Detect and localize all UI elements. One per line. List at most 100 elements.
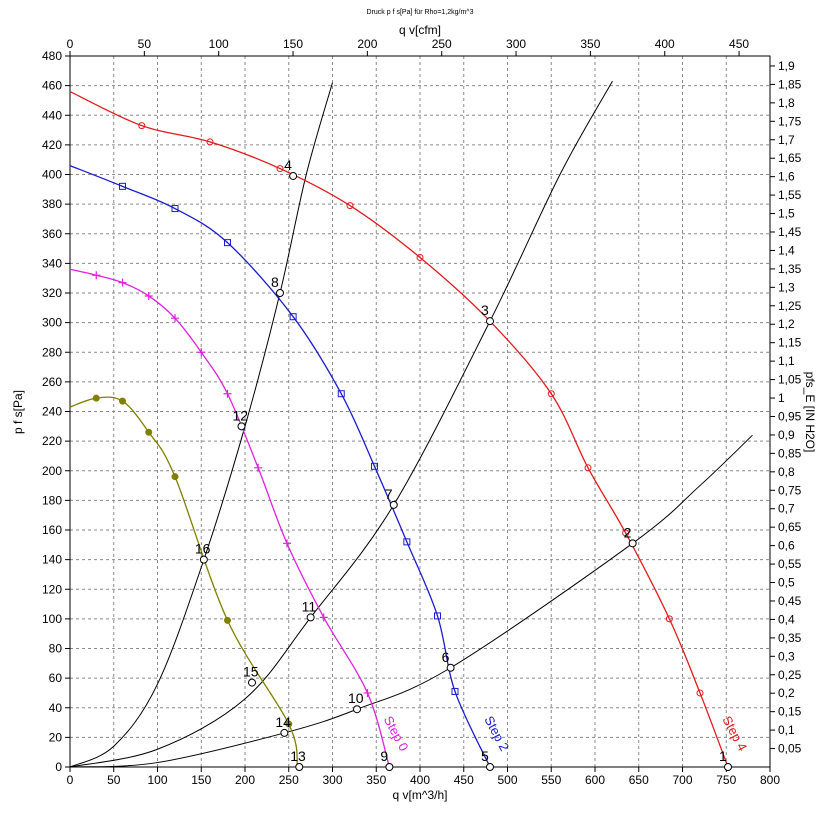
curve-marker: [224, 239, 231, 247]
y2-tick-label: 0,15: [778, 705, 802, 719]
y-tick-label: 280: [42, 345, 62, 359]
y-tick-label: 260: [42, 375, 62, 389]
y2-tick-label: 1,3: [778, 280, 795, 294]
y2-tick-label: 1,1: [778, 354, 795, 368]
x2-tick-label: 300: [506, 37, 526, 51]
operating-point-label: 12: [233, 407, 249, 423]
curve-marker: [171, 205, 179, 213]
operating-point-label: 4: [284, 157, 292, 173]
x2-tick-label: 200: [357, 37, 377, 51]
x2-tick-label: 350: [580, 37, 600, 51]
y2-tick-label: 1,8: [778, 96, 795, 110]
y-tick-label: 400: [42, 168, 62, 182]
fan-curve-line: [69, 90, 729, 768]
curve-marker: [197, 348, 206, 357]
y2-tick-label: 1,45: [778, 225, 802, 239]
x2-tick-label: 150: [283, 37, 303, 51]
curve-marker: [119, 397, 126, 405]
operating-point: [385, 763, 394, 771]
y-tick-label: 340: [42, 256, 62, 270]
y2-tick-label: 0,75: [778, 483, 802, 497]
x-tick-label: 300: [322, 773, 342, 787]
curve-marker: [622, 529, 630, 537]
operating-point: [248, 678, 256, 687]
y-tick-label: 300: [42, 316, 62, 330]
y2-tick-label: 1,65: [778, 151, 802, 165]
y2-tick-label: 0,25: [778, 668, 802, 682]
y2-tick-label: 0,1: [778, 723, 795, 737]
fan-curve-line: [69, 396, 299, 768]
operating-point-label: 3: [481, 302, 489, 318]
curve-marker: [138, 122, 146, 130]
y-tick-label: 440: [42, 108, 62, 122]
y-tick-label: 460: [42, 79, 62, 93]
system-curve: [69, 434, 753, 768]
fan-curve: Step 2: [69, 165, 512, 768]
curve-marker: [206, 138, 214, 146]
operating-point-label: 8: [271, 274, 279, 290]
operating-point-label: 2: [624, 524, 632, 540]
x-tick-label: 400: [410, 773, 430, 787]
x-tick-label: 650: [629, 773, 649, 787]
curve-marker: [119, 182, 126, 190]
operating-point-label: 14: [275, 714, 291, 730]
operating-point-label: 9: [380, 748, 388, 764]
curve-marker: [283, 539, 291, 548]
x-tick-label: 350: [366, 773, 386, 787]
y-tick-label: 0: [55, 760, 62, 774]
x-tick-label: 200: [235, 773, 255, 787]
fan-curve: Step 4: [69, 90, 750, 768]
curve-marker: [224, 616, 231, 624]
y2-tick-label: 0,8: [778, 465, 795, 479]
y-tick-label: 420: [42, 138, 62, 152]
y2-tick-label: 1,75: [778, 114, 802, 128]
operating-point: [486, 763, 494, 771]
x-tick-label: 750: [716, 773, 736, 787]
operating-point: [389, 500, 398, 509]
y-tick-label: 220: [42, 434, 62, 448]
curve-marker: [584, 464, 592, 472]
y-tick-label: 20: [49, 730, 63, 744]
y2-axis-label: pfs_E [IN H2O]: [803, 372, 817, 453]
y-tick-label: 140: [42, 553, 62, 567]
operating-point-label: 1: [719, 748, 727, 764]
curve-marker: [547, 390, 555, 398]
x-tick-label: 450: [454, 773, 474, 787]
y2-tick-label: 0,5: [778, 576, 795, 590]
operating-point: [276, 289, 284, 297]
y2-tick-label: 0,55: [778, 557, 802, 571]
y-tick-label: 120: [42, 582, 62, 596]
curve-marker: [223, 389, 232, 398]
curve-marker: [145, 428, 153, 436]
curve-marker: [276, 165, 284, 173]
operating-point: [199, 555, 208, 564]
grid: [70, 56, 770, 767]
curve-marker: [92, 271, 101, 280]
operating-point: [486, 317, 494, 326]
y2-tick-label: 0,6: [778, 539, 795, 553]
curve-marker: [346, 202, 354, 210]
x-tick-label: 250: [279, 773, 299, 787]
x-tick-label: 500: [497, 773, 517, 787]
curve-marker: [254, 463, 263, 472]
y2-tick-label: 1,2: [778, 317, 795, 331]
y-tick-label: 100: [42, 612, 62, 626]
operating-point: [280, 728, 289, 737]
y-tick-label: 360: [42, 227, 62, 241]
curve-marker: [696, 689, 704, 697]
x2-axis-label: q v[cfm]: [399, 23, 441, 37]
operating-point-label: 16: [195, 541, 211, 557]
x2-tick-label: 250: [432, 37, 452, 51]
curve-marker: [451, 687, 459, 695]
y2-tick-label: 0,45: [778, 594, 802, 608]
y-tick-label: 320: [42, 286, 62, 300]
operating-point: [446, 663, 455, 672]
fan-curve: [69, 394, 299, 768]
y2-tick-label: 1,7: [778, 133, 795, 147]
x-tick-label: 100: [147, 773, 167, 787]
fan-curve-line: [69, 165, 491, 768]
operating-point-label: 11: [302, 598, 317, 614]
y2-tick-label: 0,05: [778, 742, 802, 756]
